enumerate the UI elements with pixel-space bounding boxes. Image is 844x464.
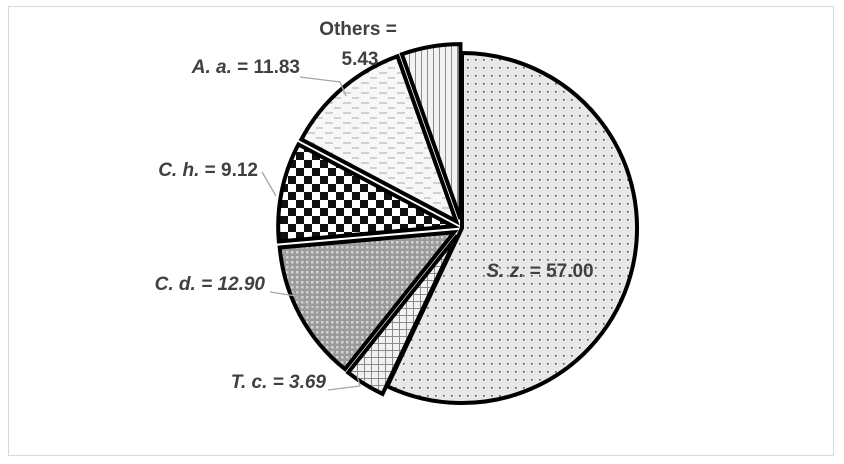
leader-line (327, 374, 361, 391)
slice-label-name: C. h. (158, 160, 199, 181)
slice-label: S. z. = 57.00 (486, 261, 593, 282)
slice-label: T. c. = 3.69 (231, 372, 327, 393)
slice-label-name: S. z. (486, 261, 524, 282)
pie-slice-t-c (345, 234, 460, 397)
pie-slice-c-h (276, 141, 461, 244)
pie-slice-others (399, 42, 463, 220)
slice-label: Others = 5.43 (319, 19, 397, 70)
slice-label: C. h. = 9.12 (158, 160, 258, 181)
slice-label-value: 3.69 (289, 372, 326, 393)
slice-label-value: 12.90 (217, 274, 265, 295)
slice-label: A. a. = 11.83 (191, 57, 300, 78)
slice-label-name: T. c. (231, 372, 268, 393)
slice-label-value: 9.12 (221, 160, 258, 181)
pie-slice-a-a (298, 53, 460, 226)
slice-label-value: 57.00 (546, 261, 594, 282)
pie-slice-s-z (384, 50, 639, 405)
slice-label-name: C. d. (155, 274, 196, 295)
slice-label-name: Others = (319, 19, 397, 40)
leader-line (269, 291, 324, 317)
slice-label-value: 11.83 (254, 57, 301, 78)
leader-line (299, 76, 347, 97)
slice-label: C. d. = 12.90 (155, 274, 266, 295)
pie-slice-c-d (277, 229, 459, 372)
slice-label-name: A. a. (191, 57, 232, 78)
leader-line (261, 171, 277, 197)
slice-label-value: 5.43 (342, 49, 379, 70)
